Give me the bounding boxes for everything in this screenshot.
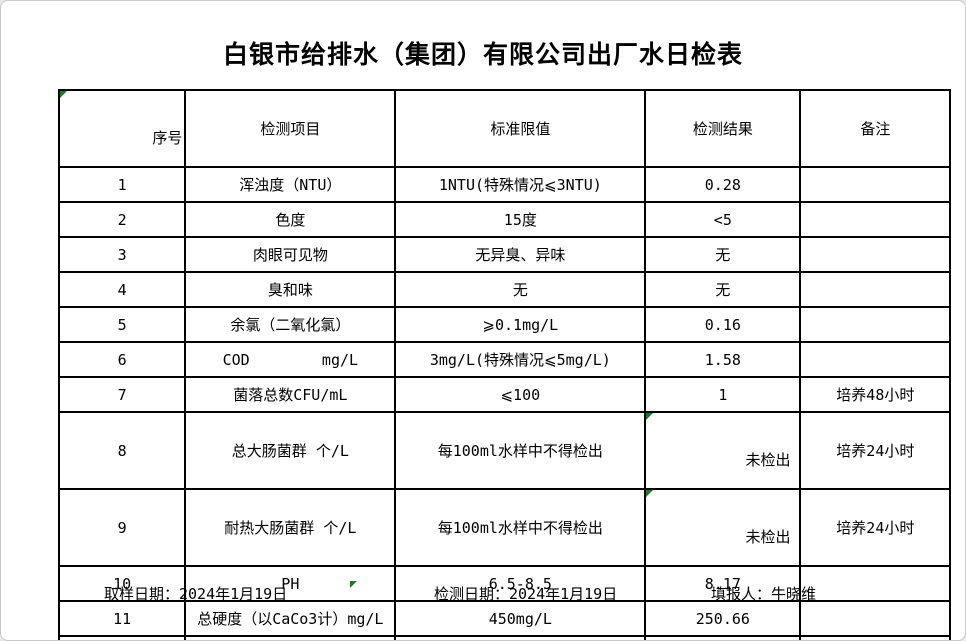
cell-standard: 250mg/L	[394, 635, 647, 640]
cell-item: COD mg/L	[184, 341, 397, 378]
cell-standard: ⩾0.1mg/L	[394, 306, 647, 343]
cell-note	[799, 201, 952, 238]
cell-no: 7	[57, 376, 187, 413]
cell-standard: 15度	[394, 201, 647, 238]
cell-result: 1.58	[644, 341, 802, 378]
cell-note	[799, 600, 952, 637]
header-result: 检测结果	[644, 89, 802, 168]
cell-result-text: 未检出	[745, 528, 791, 546]
table-row: 10 PH 6.5-8.5 8.17	[57, 565, 952, 602]
table-row: 3 肉眼可见物 无异臭、异味 无	[57, 236, 952, 273]
header-no-label: 序号	[152, 129, 183, 147]
sampling-date-label: 取样日期：2024年1月19日	[104, 585, 288, 603]
cell-standard: 450mg/L	[394, 600, 647, 637]
page-title: 白银市给排水（集团）有限公司出厂水日检表	[222, 40, 743, 69]
cell-note	[799, 565, 952, 602]
table-row: 11 总硬度（以CaCo3计）mg/L 450mg/L 250.66	[57, 600, 952, 637]
cell-note: 培养24小时	[799, 488, 952, 567]
cell-item: 总大肠菌群 个/L	[184, 411, 397, 490]
table-row: 12 氯化物（以CL-计）mg/L 250mg/L 14.91	[57, 635, 952, 640]
inspection-table: 序号 检测项目 标准限值 检测结果 备注 1 浑浊度（NTU） 1NTU(特殊情…	[57, 89, 952, 640]
cell-standard: 无异臭、异味	[394, 236, 647, 273]
cell-item: 浑浊度（NTU）	[184, 166, 397, 203]
table-row: 9 耐热大肠菌群 个/L 每100ml水样中不得检出 未检出 培养24小时	[57, 488, 952, 567]
cell-item: 菌落总数CFU/mL	[184, 376, 397, 413]
cell-standard: 1NTU(特殊情况⩽3NTU)	[394, 166, 647, 203]
cell-note	[799, 166, 952, 203]
excel-flag-below-table-icon	[350, 581, 357, 588]
cell-item: 氯化物（以CL-计）mg/L	[184, 635, 397, 640]
table-row: 4 臭和味 无 无	[57, 271, 952, 308]
cell-no: 2	[57, 201, 187, 238]
cell-no: 4	[57, 271, 187, 308]
cell-result-text: 未检出	[745, 451, 791, 469]
cell-no: 10	[57, 565, 187, 602]
cell-result: 8.17	[644, 565, 802, 602]
cell-result: 0.16	[644, 306, 802, 343]
header-standard: 标准限值	[394, 89, 647, 168]
cell-item: 总硬度（以CaCo3计）mg/L	[184, 600, 397, 637]
cell-no: 9	[57, 488, 187, 567]
table-row: 8 总大肠菌群 个/L 每100ml水样中不得检出 未检出 培养24小时	[57, 411, 952, 490]
excel-corner-marker-icon	[61, 92, 67, 98]
cell-no: 1	[57, 166, 187, 203]
cell-standard: 每100ml水样中不得检出	[394, 488, 647, 567]
cell-standard: 无	[394, 271, 647, 308]
cell-item: 耐热大肠菌群 个/L	[184, 488, 397, 567]
cell-result: 14.91	[644, 635, 802, 640]
cell-result: 无	[644, 236, 802, 273]
table-row: 5 余氯（二氧化氯） ⩾0.1mg/L 0.16	[57, 306, 952, 343]
cell-no: 6	[57, 341, 187, 378]
cell-no: 5	[57, 306, 187, 343]
cell-standard: 每100ml水样中不得检出	[394, 411, 647, 490]
table-row: 1 浑浊度（NTU） 1NTU(特殊情况⩽3NTU) 0.28	[57, 166, 952, 203]
table-header-row: 序号 检测项目 标准限值 检测结果 备注	[57, 89, 952, 168]
cell-standard: ⩽100	[394, 376, 647, 413]
cell-result: 1	[644, 376, 802, 413]
cell-no: 8	[57, 411, 187, 490]
cell-result: 未检出	[644, 488, 802, 567]
cell-no: 3	[57, 236, 187, 273]
header-item: 检测项目	[184, 89, 397, 168]
header-no: 序号	[57, 89, 187, 168]
table-row: 6 COD mg/L 3mg/L(特殊情况⩽5mg/L) 1.58	[57, 341, 952, 378]
cell-item: PH	[184, 565, 397, 602]
cell-standard: 6.5-8.5	[394, 565, 647, 602]
table-row: 2 色度 15度 <5	[57, 201, 952, 238]
cell-item: 余氯（二氧化氯）	[184, 306, 397, 343]
cell-note: 培养48小时	[799, 376, 952, 413]
excel-flag-icon	[647, 491, 654, 497]
cell-result: 未检出	[644, 411, 802, 490]
cell-result: <5	[644, 201, 802, 238]
cell-note	[799, 341, 952, 378]
cell-item: 臭和味	[184, 271, 397, 308]
cell-result: 无	[644, 271, 802, 308]
cell-item: 肉眼可见物	[184, 236, 397, 273]
table-row: 7 菌落总数CFU/mL ⩽100 1 培养48小时	[57, 376, 952, 413]
reporter-label: 填报人：牛晓维	[711, 585, 817, 603]
cell-standard: 3mg/L(特殊情况⩽5mg/L)	[394, 341, 647, 378]
header-note: 备注	[799, 89, 952, 168]
cell-no: 11	[57, 600, 187, 637]
cell-result: 250.66	[644, 600, 802, 637]
cell-note: 培养24小时	[799, 411, 952, 490]
cell-note	[799, 236, 952, 273]
excel-flag-icon	[647, 414, 654, 420]
cell-no: 12	[57, 635, 187, 640]
cell-note	[799, 635, 952, 640]
cell-item: 色度	[184, 201, 397, 238]
cell-note	[799, 271, 952, 308]
cell-note	[799, 306, 952, 343]
test-date-label: 检测日期：2024年1月19日	[434, 585, 618, 603]
cell-result: 0.28	[644, 166, 802, 203]
